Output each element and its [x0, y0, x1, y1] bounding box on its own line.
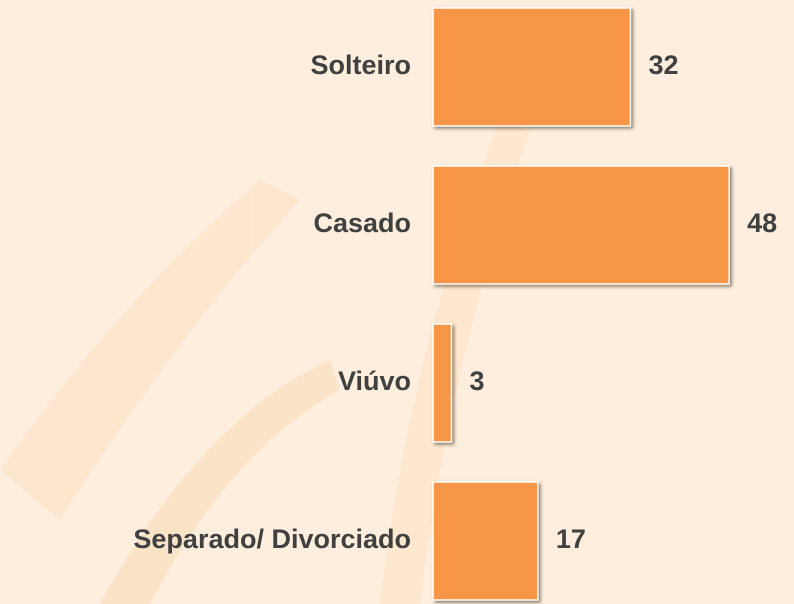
value-label: 17	[556, 524, 586, 554]
bar	[432, 323, 453, 443]
bar	[432, 481, 539, 601]
value-label: 48	[747, 208, 777, 238]
value-label: 32	[648, 50, 678, 80]
value-label: 3	[470, 366, 485, 396]
category-label: Viúvo	[338, 366, 411, 396]
category-label: Separado/ Divorciado	[133, 524, 411, 554]
bar	[432, 7, 632, 127]
bar	[432, 165, 730, 285]
category-label: Solteiro	[310, 50, 411, 80]
category-label: Casado	[313, 208, 411, 238]
